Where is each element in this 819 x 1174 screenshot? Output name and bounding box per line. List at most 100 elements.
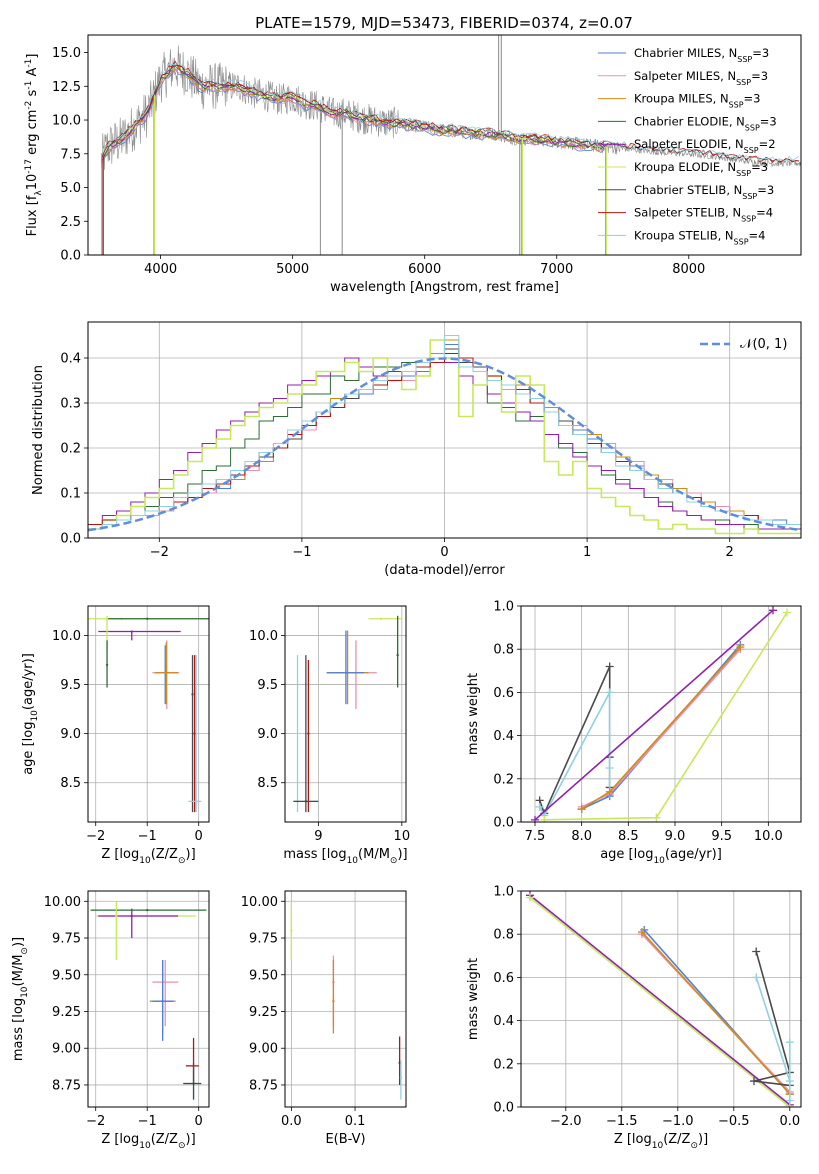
- y-tick-label: 0.0: [60, 249, 81, 264]
- data-spectrum: [100, 45, 801, 170]
- label-part: age/yr: [21, 663, 36, 705]
- y-tick-label: 9.0: [257, 727, 278, 742]
- histogram-kroupa-elodie: [88, 339, 801, 535]
- y-tick-label: 9.5: [257, 678, 278, 693]
- label-part: mass [log: [11, 998, 26, 1061]
- y-tick-label: 9.00: [249, 1042, 278, 1057]
- series-line-kroupa-elodie: [544, 612, 788, 821]
- y-tick-label: 9.75: [52, 932, 81, 947]
- x-tick-label: −1: [138, 1114, 157, 1129]
- x-tick-label: 10: [394, 829, 411, 844]
- y-tick-label: 7.5: [60, 147, 81, 162]
- axes-frame: [87, 34, 802, 256]
- label-part: λ: [34, 190, 44, 196]
- legend-sub: SSP: [744, 146, 759, 155]
- y-axis-label: Normed distribution: [31, 365, 46, 495]
- x-tick-label: 7.5: [525, 829, 546, 844]
- x-tick-label: −0.5: [718, 1114, 750, 1129]
- data-point: [332, 1000, 335, 1003]
- plot-area-mass_vs_ebv: [290, 901, 403, 1100]
- legend-label: Salpeter STELIB, NSSP=4: [634, 206, 773, 224]
- label-part: -1: [24, 81, 34, 90]
- label-part: (: [358, 847, 363, 862]
- data-point: [115, 914, 118, 918]
- y-tick-label: 9.25: [249, 1005, 278, 1020]
- y-tick-label: 0.6: [493, 971, 514, 986]
- legend-text: Chabrier MILES, N: [634, 46, 737, 60]
- label-part: E(B-V): [325, 1132, 365, 1147]
- x-tick-label: 7000: [540, 262, 573, 277]
- legend-sub: SSP: [736, 169, 751, 178]
- axes-residuals: −2 −1 0 1 2 0.0 0.1 0.2 0.3 0.4 (data-model)/error…: [31, 321, 802, 578]
- x-tick-label: −1: [138, 829, 157, 844]
- label-part: Z [log: [101, 847, 139, 862]
- x-tick-label: 8.5: [618, 829, 639, 844]
- axes-mass_vs_ebv: 0.0 0.1 8.75 9.00 9.25 9.50 9.75 10.00 E(B-V): [241, 890, 407, 1147]
- legend-sub: SSP: [729, 100, 744, 109]
- y-tick-label: 9.50: [249, 968, 278, 983]
- x-axis-label: age [log10(age/yr)]: [600, 847, 722, 866]
- label-part: (: [11, 981, 26, 986]
- legend-text: Salpeter STELIB, N: [634, 206, 741, 220]
- label-part: 10: [20, 986, 30, 998]
- model-line-chabrier-stelib: [102, 64, 800, 163]
- chart-title: PLATE=1579, MJD=53473, FIBERID=0374, z=0…: [255, 14, 633, 32]
- x-tick-label: 4000: [144, 262, 177, 277]
- model-line-kroupa-stelib: [102, 62, 800, 162]
- legend-text: =2: [759, 137, 776, 151]
- y-tick-label: 0.4: [493, 1014, 514, 1029]
- axes-frame: [520, 605, 802, 823]
- data-point: [192, 1082, 195, 1085]
- plus-marker: [525, 893, 534, 902]
- label-part: )]: [397, 847, 407, 862]
- data-point: [191, 693, 194, 696]
- y-tick-label: 9.75: [249, 932, 278, 947]
- x-tick-label: 9.0: [665, 829, 686, 844]
- legend-label: Kroupa MILES, NSSP=3: [634, 92, 760, 110]
- y-axis-label: Flux [fλ10-17 erg cm-2 s-1 A-1]: [24, 54, 44, 237]
- x-tick-label: 0.0: [281, 1114, 302, 1129]
- legend-text: =3: [744, 92, 761, 106]
- label-part: )]: [712, 847, 722, 862]
- label-part: )]: [21, 653, 36, 663]
- plus-marker: [752, 947, 761, 956]
- axes-frame: [87, 321, 802, 539]
- label-part: mass [log: [283, 847, 346, 862]
- legend-label: Kroupa STELIB, NSSP=4: [634, 228, 765, 246]
- y-tick-label: 9.25: [52, 1005, 81, 1020]
- label-part: mass weight: [466, 673, 481, 755]
- legend-sub: SSP: [737, 55, 752, 64]
- label-part: Flux [f: [25, 195, 40, 236]
- label-part: wavelength [Angstrom, rest frame]: [330, 280, 559, 295]
- x-tick-label: 8000: [672, 262, 705, 277]
- label-part: 10: [652, 1141, 664, 1151]
- data-point: [105, 617, 109, 620]
- x-tick-label: 0.0: [779, 1114, 800, 1129]
- x-tick-label: 6000: [408, 262, 441, 277]
- x-axis-label: (data-model)/error: [384, 563, 505, 578]
- x-axis-label: mass [log10(M/M⊙)]: [283, 847, 407, 866]
- model-line-kroupa-elodie: [102, 64, 605, 158]
- plus-marker: [605, 688, 614, 697]
- y-tick-label: 2.5: [60, 215, 81, 230]
- x-tick-label: 0: [440, 545, 448, 560]
- label-part: 10: [25, 174, 40, 191]
- label-part: )]: [698, 1132, 708, 1147]
- plus-marker: [605, 764, 614, 772]
- series-line-kroupa-miles: [641, 931, 791, 1095]
- data-point: [130, 630, 133, 633]
- x-tick-label: −1.0: [662, 1114, 694, 1129]
- data-point: [165, 671, 168, 674]
- legend-text: =4: [749, 228, 766, 242]
- legend-label: Salpeter MILES, NSSP=3: [634, 69, 768, 87]
- label-part: M/M: [363, 847, 390, 862]
- legend-text: =4: [756, 206, 773, 220]
- x-axis-label: wavelength [Angstrom, rest frame]: [330, 280, 559, 295]
- label-part: (Z/Z: [151, 1132, 178, 1147]
- label-part: age/yr: [670, 847, 712, 862]
- plus-marker: [749, 1077, 758, 1086]
- label-part: )]: [186, 847, 196, 862]
- legend-text: =3: [760, 114, 777, 128]
- y-tick-label: 8.5: [257, 776, 278, 791]
- data-point: [379, 617, 383, 620]
